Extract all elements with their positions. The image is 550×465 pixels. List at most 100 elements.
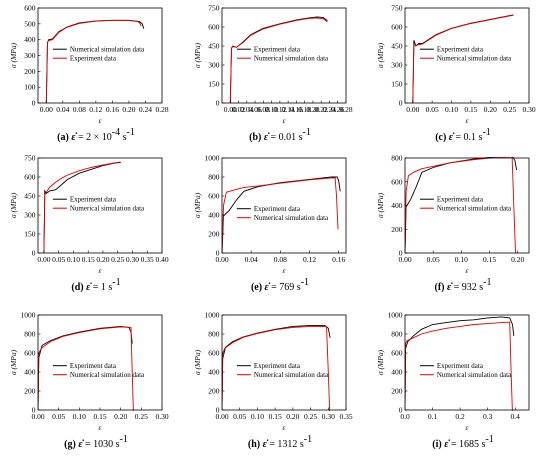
panel-e: 0.00 0.04 0.08 0.12 0.16 0 200 400 600 800 1000 ε σ …: [193, 154, 347, 293]
series-line-second: [43, 161, 121, 254]
series-line-second: [222, 325, 331, 411]
x-tick-label: 0.3: [483, 412, 493, 421]
x-tick-label: 0.10: [73, 412, 86, 421]
x-tick-label: 0.02: [232, 105, 245, 114]
panel-f: 0.00 0.05 0.10 0.15 0.20 0 200 400 600 800 ε σ (MPa…: [376, 154, 530, 293]
series-line-second: [222, 177, 339, 254]
x-tick-label: 0.40: [155, 255, 168, 264]
y-tick-label: 300: [208, 61, 220, 70]
x-tick-label: 0.20: [114, 412, 127, 421]
y-axis-label: σ (MPa): [193, 192, 202, 218]
x-tick-label: 0.15: [269, 412, 282, 421]
y-axis-label: σ (MPa): [9, 192, 18, 218]
y-tick-label: 600: [208, 349, 220, 358]
y-tick-label: 100: [24, 83, 36, 92]
y-tick-label: 300: [391, 61, 403, 70]
y-axis-label: σ (MPa): [9, 349, 18, 375]
panel-g: 0.00 0.05 0.10 0.15 0.20 0.25 0.30 0 200 400 600 80…: [9, 311, 169, 451]
x-tick-label: 0.25: [503, 105, 516, 114]
panel-caption: (a) ε̇ = 2 × 10-4 s-1: [57, 127, 135, 144]
x-tick-label: 0.05: [233, 412, 246, 421]
x-tick-label: 0.26: [331, 105, 344, 114]
series-line-second: [229, 17, 328, 104]
y-tick-label: 150: [208, 80, 220, 89]
x-tick-label: 0.05: [52, 255, 65, 264]
y-tick-label: 200: [391, 225, 403, 234]
x-tick-label: 0.1: [428, 412, 438, 421]
legend-entry: Numerical simulation data: [254, 371, 329, 379]
x-tick-label: 0.06: [249, 105, 262, 114]
legend-entry: Numerical simulation data: [70, 205, 145, 213]
legend-entry: Experiment data: [70, 362, 117, 370]
panel-h: 0.00 0.05 0.10 0.15 0.20 0.25 0.30 0.35 0 200 400 6…: [193, 311, 353, 451]
y-tick-label: 600: [391, 349, 403, 358]
x-axis-label: ε: [99, 266, 102, 275]
y-tick-label: 500: [24, 19, 36, 28]
panel-caption: (b) ε̇ = 0.01 s-1: [249, 127, 311, 144]
x-tick-label: 0.35: [141, 255, 154, 264]
x-tick-label: 0.20: [122, 105, 135, 114]
x-tick-label: 0.16: [290, 105, 303, 114]
x-tick-label: 0.00: [37, 255, 50, 264]
x-tick-label: 0.00: [215, 412, 228, 421]
x-axis-label: ε: [466, 116, 469, 125]
x-tick-label: 0.10: [67, 255, 80, 264]
y-tick-label: 400: [24, 368, 36, 377]
plot-frame: [221, 7, 347, 104]
panel-caption: (d) ε̇ = 1 s-1: [71, 277, 120, 294]
legend-entry: Experiment data: [70, 55, 117, 63]
legend-entry: Experiment data: [254, 205, 301, 213]
x-tick-label: 0.05: [52, 412, 65, 421]
x-tick-label: 0.12: [273, 105, 286, 114]
legend-entry: Experiment data: [70, 196, 117, 204]
y-tick-label: 800: [208, 173, 220, 182]
x-axis-label: ε: [99, 116, 102, 125]
x-tick-label: 0.35: [339, 412, 352, 421]
y-tick-label: 0: [32, 99, 36, 108]
x-tick-label: 0.28: [339, 105, 352, 114]
x-tick-label: 0.30: [155, 412, 168, 421]
x-tick-label: 0.10: [265, 105, 278, 114]
plot-frame: [404, 314, 530, 411]
x-tick-label: 0.04: [245, 255, 258, 264]
x-tick-label: 0.25: [135, 412, 148, 421]
series-line-second: [45, 19, 142, 104]
y-tick-label: 400: [391, 368, 403, 377]
x-tick-label: 0.00: [215, 255, 228, 264]
series-line-second: [405, 321, 513, 411]
y-tick-label: 450: [391, 42, 403, 51]
x-tick-label: 0.30: [322, 412, 335, 421]
y-tick-label: 450: [208, 42, 220, 51]
y-tick-label: 600: [24, 173, 36, 182]
y-tick-label: 750: [24, 154, 36, 163]
legend-entry: Numerical simulation data: [437, 205, 512, 213]
panel-i: 0.0 0.1 0.2 0.3 0.4 0 200 400 600 800 1000 ε σ (MPa)…: [376, 311, 530, 451]
legend-entry: Experiment data: [437, 46, 484, 54]
x-tick-label: 0.30: [126, 255, 139, 264]
x-tick-label: 0.00: [398, 255, 411, 264]
y-tick-label: 150: [391, 80, 403, 89]
y-tick-label: 400: [208, 368, 220, 377]
y-tick-label: 0: [32, 406, 36, 415]
x-tick-label: 0.0: [400, 412, 410, 421]
x-tick-label: 0.20: [484, 105, 497, 114]
panel-caption: (i) ε̇ = 1685 s-1: [432, 434, 493, 451]
y-tick-label: 600: [24, 4, 36, 13]
y-tick-label: 0: [216, 249, 220, 258]
y-tick-label: 600: [391, 23, 403, 32]
x-tick-label: 0.00: [31, 412, 44, 421]
series-line-first: [405, 157, 518, 254]
legend-entry: Experiment data: [254, 362, 301, 370]
x-tick-label: 0.15: [82, 255, 95, 264]
x-tick-label: 0.15: [93, 412, 106, 421]
y-tick-label: 0: [216, 406, 220, 415]
panel-caption: (h) ε̇ = 1312 s-1: [248, 434, 312, 451]
x-tick-label: 0.2: [455, 412, 465, 421]
panel-c: 0.00 0.05 0.10 0.15 0.20 0.25 0.30 0 150 300 450 60…: [376, 4, 536, 144]
y-tick-label: 300: [24, 51, 36, 60]
x-tick-label: 0.08: [274, 255, 287, 264]
x-tick-label: 0.12: [303, 255, 316, 264]
y-tick-label: 600: [208, 23, 220, 32]
y-tick-label: 0: [32, 249, 36, 258]
series-line-second: [412, 14, 514, 104]
